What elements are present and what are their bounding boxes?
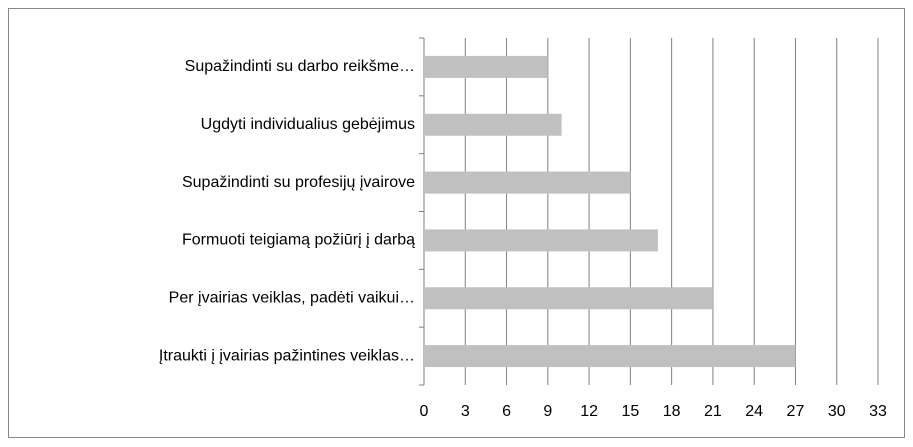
y-tick-label: Supažindinti su darbo reikšme… [185, 58, 415, 75]
x-tick-label: 6 [502, 403, 511, 420]
x-tick-label: 21 [704, 403, 722, 420]
x-tick-label: 12 [580, 403, 598, 420]
x-tick-label: 0 [420, 403, 429, 420]
x-tick-label: 3 [461, 403, 470, 420]
y-tick-label: Įtraukti į įvairias pažintines veiklas… [159, 347, 415, 364]
y-tick-label: Per įvairias veiklas, padėti vaikui… [169, 289, 415, 306]
x-tick-label: 15 [621, 403, 639, 420]
bar [424, 113, 562, 136]
bar [424, 345, 796, 368]
y-tick-label: Supažindinti su profesijų įvairove [182, 174, 415, 191]
bar [424, 55, 548, 78]
x-tick-label: 30 [828, 403, 846, 420]
bar [424, 171, 631, 194]
x-tick-label: 9 [543, 403, 552, 420]
x-tick-label: 33 [869, 403, 887, 420]
x-tick-label: 24 [745, 403, 763, 420]
bar [424, 287, 713, 310]
y-tick-label: Formuoti teigiamą požiūrį į darbą [182, 232, 415, 249]
bar [424, 229, 658, 252]
y-tick-label: Ugdyti individualius gebėjimus [201, 116, 415, 133]
x-tick-label: 27 [787, 403, 805, 420]
x-tick-label: 18 [663, 403, 681, 420]
